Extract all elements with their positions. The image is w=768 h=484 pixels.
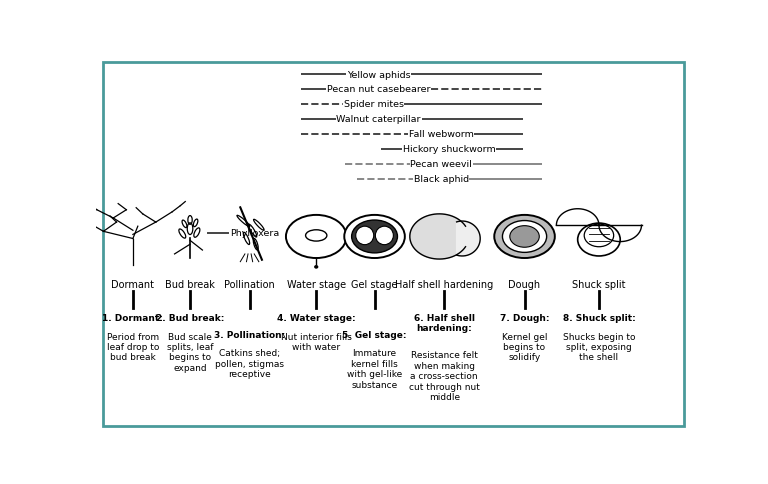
Text: Pecan weevil: Pecan weevil xyxy=(410,160,472,169)
Text: Shucks begin to
split, exposing
the shell: Shucks begin to split, exposing the shel… xyxy=(563,332,635,362)
Text: Fall webworm: Fall webworm xyxy=(409,130,474,139)
Text: Gel stage: Gel stage xyxy=(351,279,398,289)
Text: Spider mites: Spider mites xyxy=(343,100,404,109)
Text: Kernel gel
begins to
solidify: Kernel gel begins to solidify xyxy=(502,332,548,362)
Ellipse shape xyxy=(356,227,374,245)
Text: Dough: Dough xyxy=(508,279,541,289)
Text: Phylloxera: Phylloxera xyxy=(230,229,280,238)
Text: Nut interior fills
with water: Nut interior fills with water xyxy=(281,332,352,351)
Text: Water stage: Water stage xyxy=(286,279,346,289)
Text: 7. Dough:: 7. Dough: xyxy=(500,313,549,322)
Text: Resistance felt
when making
a cross-section
cut through nut
middle: Resistance felt when making a cross-sect… xyxy=(409,350,480,401)
Text: Yellow aphids: Yellow aphids xyxy=(347,70,411,79)
Text: 5. Gel stage:: 5. Gel stage: xyxy=(343,330,407,339)
Text: Pollination: Pollination xyxy=(224,279,275,289)
Ellipse shape xyxy=(376,227,393,245)
Text: Catkins shed;
pollen, stigmas
receptive: Catkins shed; pollen, stigmas receptive xyxy=(215,349,284,378)
Text: Hickory shuckworm: Hickory shuckworm xyxy=(402,145,495,154)
Text: 2. Bud break:: 2. Bud break: xyxy=(156,313,224,322)
Text: Half shell hardening: Half shell hardening xyxy=(395,279,493,289)
Text: 3. Pollination:: 3. Pollination: xyxy=(214,330,285,339)
Ellipse shape xyxy=(502,221,547,253)
Text: Immature
kernel fills
with gel-like
substance: Immature kernel fills with gel-like subs… xyxy=(347,349,402,389)
Ellipse shape xyxy=(344,215,405,258)
Text: 8. Shuck split:: 8. Shuck split: xyxy=(563,313,635,322)
Text: Period from
leaf drop to
bud break: Period from leaf drop to bud break xyxy=(107,332,159,362)
Text: Walnut caterpillar: Walnut caterpillar xyxy=(336,115,421,124)
Text: 4. Water stage:: 4. Water stage: xyxy=(277,313,356,322)
Ellipse shape xyxy=(510,226,539,248)
Text: Shuck split: Shuck split xyxy=(572,279,626,289)
Ellipse shape xyxy=(286,215,346,258)
FancyBboxPatch shape xyxy=(103,62,684,426)
Ellipse shape xyxy=(495,215,554,258)
Ellipse shape xyxy=(352,221,398,253)
Text: Bud scale
splits, leaf
begins to
expand: Bud scale splits, leaf begins to expand xyxy=(167,332,214,372)
Ellipse shape xyxy=(314,265,319,269)
Text: 1. Dormant:: 1. Dormant: xyxy=(102,313,164,322)
Polygon shape xyxy=(457,222,480,257)
Text: Dormant: Dormant xyxy=(111,279,154,289)
Text: 6. Half shell
hardening:: 6. Half shell hardening: xyxy=(414,313,475,333)
Text: Black aphid: Black aphid xyxy=(414,175,468,184)
Text: Pecan nut casebearer: Pecan nut casebearer xyxy=(327,85,431,94)
Text: Bud break: Bud break xyxy=(165,279,215,289)
Polygon shape xyxy=(410,214,465,259)
